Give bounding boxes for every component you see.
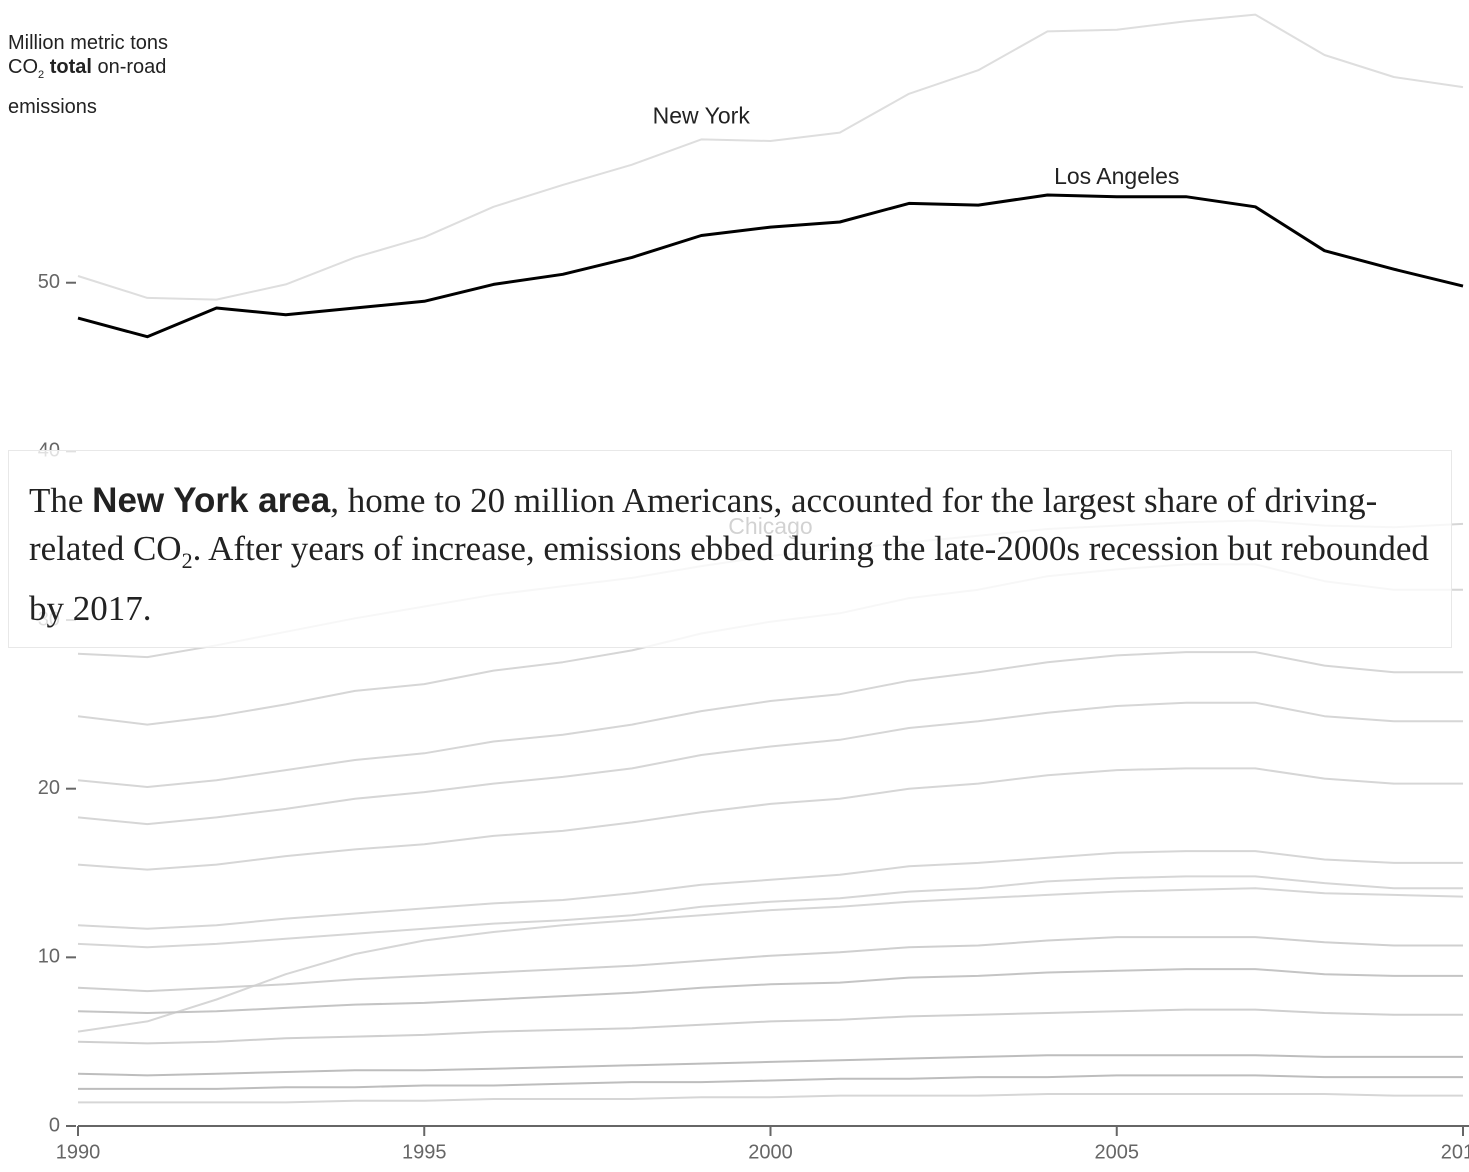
x-tick-label: 1995 bbox=[402, 1141, 447, 1163]
series-line bbox=[77, 887, 1464, 1033]
series-line bbox=[78, 1093, 1463, 1104]
series-line bbox=[77, 1054, 1463, 1077]
series-line bbox=[77, 875, 1463, 949]
series-label: New York bbox=[653, 102, 751, 128]
x-tick-label: 2010 bbox=[1441, 1141, 1469, 1163]
series-label: Los Angeles bbox=[1054, 163, 1179, 189]
x-tick-label: 2000 bbox=[748, 1141, 793, 1163]
series-label: Chicago bbox=[728, 513, 812, 539]
series-line bbox=[77, 13, 1464, 301]
series-line bbox=[77, 701, 1463, 826]
series-line bbox=[78, 1074, 1463, 1090]
series-line bbox=[77, 936, 1463, 993]
y-tick-label: 20 bbox=[38, 777, 60, 799]
x-tick-label: 2005 bbox=[1095, 1141, 1140, 1163]
y-tick-label: 0 bbox=[49, 1114, 60, 1136]
series-line bbox=[77, 1008, 1463, 1045]
y-tick-label: 50 bbox=[38, 271, 60, 293]
y-tick-label: 40 bbox=[38, 440, 60, 462]
series-line bbox=[77, 968, 1463, 1014]
series-line bbox=[77, 850, 1463, 930]
series-line bbox=[77, 193, 1464, 339]
series-line bbox=[77, 519, 1464, 659]
series-line bbox=[77, 767, 1463, 871]
y-tick-label: 30 bbox=[38, 608, 60, 630]
series-line bbox=[77, 651, 1463, 788]
x-tick-label: 1990 bbox=[56, 1141, 101, 1163]
y-tick-label: 10 bbox=[38, 946, 60, 968]
